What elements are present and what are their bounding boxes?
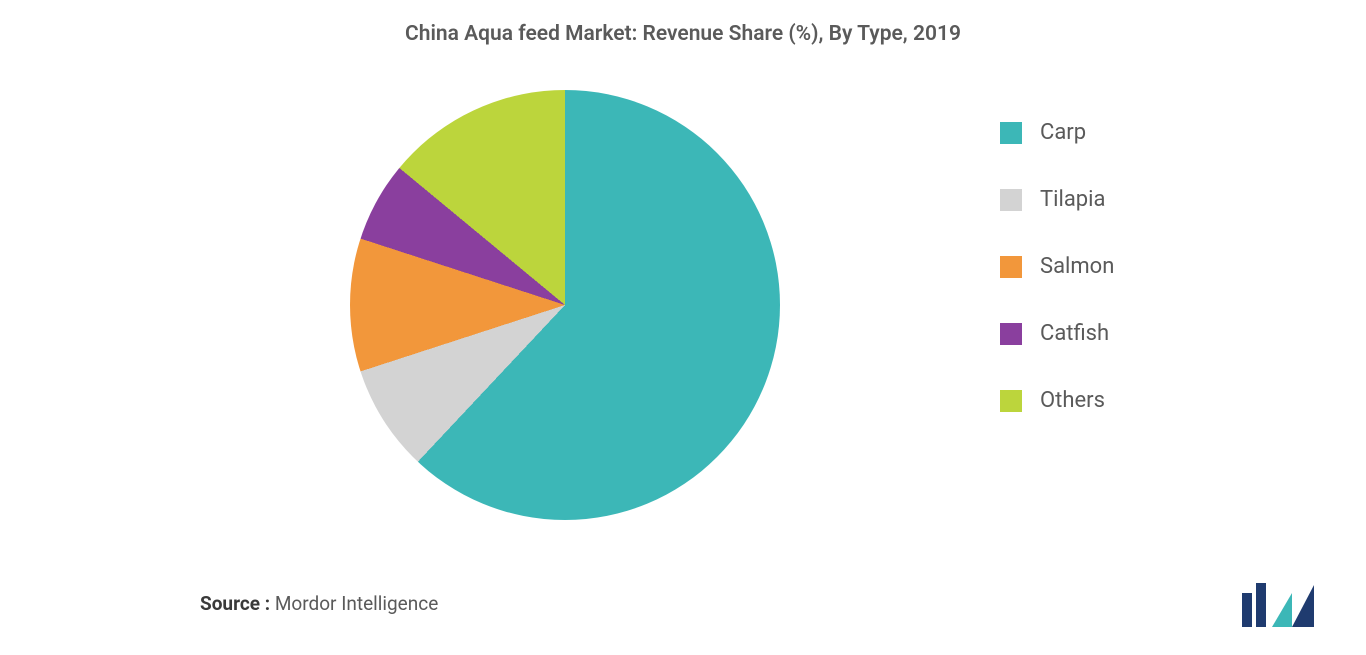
pie-chart	[350, 90, 780, 520]
legend-item: Salmon	[1000, 254, 1114, 279]
logo-tri-2	[1292, 585, 1314, 627]
legend-label: Catfish	[1040, 321, 1109, 346]
logo-bar-2	[1256, 583, 1266, 627]
legend-label: Carp	[1040, 120, 1086, 145]
legend-swatch	[1000, 323, 1022, 345]
legend-label: Others	[1040, 388, 1105, 413]
legend-swatch	[1000, 122, 1022, 144]
legend: Carp Tilapia Salmon Catfish Others	[1000, 120, 1114, 413]
source-line: Source : Mordor Intelligence	[200, 592, 438, 615]
source-prefix: Source :	[200, 592, 270, 615]
logo-tri-1	[1272, 593, 1292, 627]
legend-item: Others	[1000, 388, 1114, 413]
brand-logo	[1242, 583, 1316, 627]
legend-item: Catfish	[1000, 321, 1114, 346]
legend-item: Carp	[1000, 120, 1114, 145]
legend-swatch	[1000, 189, 1022, 211]
chart-container: China Aqua feed Market: Revenue Share (%…	[0, 0, 1366, 655]
logo-bar-1	[1242, 593, 1252, 627]
legend-item: Tilapia	[1000, 187, 1114, 212]
legend-label: Salmon	[1040, 254, 1114, 279]
legend-label: Tilapia	[1040, 187, 1105, 212]
pie-graphic	[350, 90, 780, 520]
source-text: Mordor Intelligence	[275, 592, 438, 615]
chart-title: China Aqua feed Market: Revenue Share (%…	[0, 22, 1366, 46]
legend-swatch	[1000, 256, 1022, 278]
legend-swatch	[1000, 390, 1022, 412]
